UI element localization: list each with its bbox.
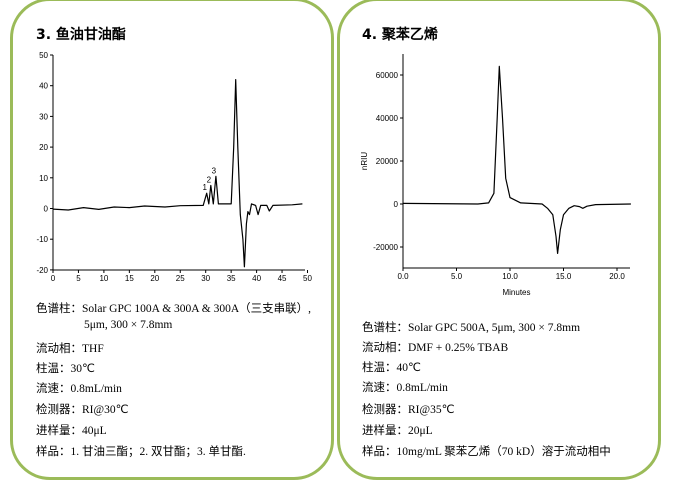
condition-line: 流动相：THF [36,343,104,355]
x-tick-label: 10 [99,274,108,283]
x-tick-label: 5 [76,274,81,283]
x-axis-label: Minutes [502,288,530,297]
peak-label: 3 [212,166,217,175]
panel-3-frame [10,0,334,480]
x-tick-label: 0.0 [397,272,409,281]
y-tick-label: -10 [36,235,48,244]
panel-4-frame [337,0,661,480]
y-tick-label: 0 [44,205,49,214]
x-tick-label: 0 [51,274,56,283]
condition-line: 进样量：40μL [36,425,107,437]
condition-line: 流速：0.8mL/min [36,383,122,395]
x-tick-label: 20.0 [609,272,625,281]
x-tick-label: 5.0 [451,272,463,281]
x-tick-label: 10.0 [502,272,518,281]
condition-line: 检测器：RI@35℃ [362,404,455,416]
y-axis-label: nRIU [360,152,369,170]
condition-line: 柱温：40℃ [362,362,421,374]
y-tick-label: -20 [36,266,48,275]
chromatogram-trace [402,65,631,254]
condition-line: 进样量：20μL [362,425,433,437]
peak-label: 1 [202,183,207,192]
x-tick-label: 20 [150,274,159,283]
panel-4-title: 4. 聚苯乙烯 [362,27,438,43]
x-tick-label: 50 [303,274,312,283]
condition-line: 色谱柱：Solar GPC 500A, 5μm, 300 × 7.8mm [362,322,581,334]
x-tick-label: 35 [227,274,236,283]
y-tick-label: 60000 [376,71,399,80]
y-tick-label: 0 [394,200,399,209]
panel-3-title: 3. 鱼油甘油酯 [36,27,126,43]
condition-line: 样品：1. 甘油三酯；2. 双甘酯；3. 单甘酯. [36,446,246,458]
x-tick-label: 40 [252,274,261,283]
y-tick-label: 40 [39,82,48,91]
condition-line: 流动相：DMF + 0.25% TBAB [362,342,509,354]
x-tick-label: 30 [201,274,210,283]
condition-line: 柱温：30℃ [36,363,95,375]
condition-line: 检测器：RI@30℃ [36,404,129,416]
y-tick-label: 40000 [376,114,399,123]
x-tick-label: 25 [176,274,185,283]
y-tick-label: 30 [39,112,48,121]
condition-line: 色谱柱：Solar GPC 100A & 300A & 300A（三支串联）, [36,303,312,315]
condition-line: 样品：10mg/mL 聚苯乙烯（70 kD）溶于流动相中 [362,446,611,458]
condition-line: 流速：0.8mL/min [362,382,448,394]
chromatogram-trace [52,78,303,268]
peak-label: 2 [207,175,212,184]
y-tick-label: 20 [39,143,48,152]
x-tick-label: 15.0 [556,272,572,281]
y-tick-label: 10 [39,174,48,183]
x-tick-label: 15 [125,274,134,283]
y-tick-label: -20000 [373,243,398,252]
y-tick-label: 20000 [376,157,399,166]
condition-line: 5μm, 300 × 7.8mm [84,319,173,331]
x-tick-label: 45 [278,274,287,283]
y-tick-label: 50 [39,51,48,60]
